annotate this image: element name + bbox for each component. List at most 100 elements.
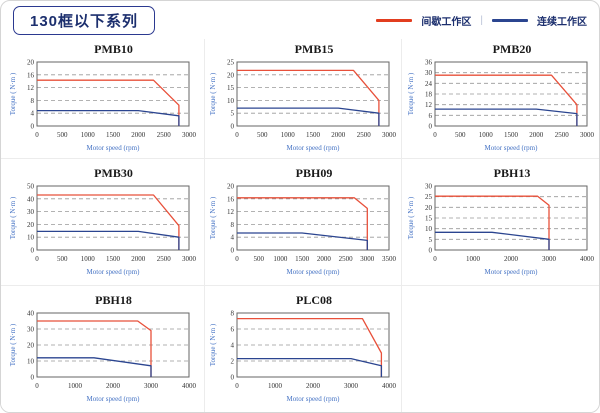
y-tick-label: 8 <box>231 310 235 318</box>
y-tick-label: 25 <box>425 193 433 201</box>
y-tick-label: 0 <box>231 246 235 254</box>
x-tick-label: 1000 <box>479 131 494 139</box>
y-tick-label: 30 <box>425 69 433 77</box>
x-axis-label: Motor speed (rpm) <box>287 268 341 276</box>
empty-cell <box>401 285 599 412</box>
chart-title: PMB15 <box>294 42 334 56</box>
series-continuous-line <box>435 108 578 126</box>
x-tick-label: 4000 <box>580 255 595 263</box>
header: 130框以下系列 间歇工作区 | 连续工作区 <box>1 1 599 39</box>
x-tick-label: 0 <box>433 131 437 139</box>
y-tick-label: 8 <box>30 97 34 105</box>
y-tick-label: 20 <box>27 342 35 350</box>
chart-title: PBH09 <box>295 165 333 180</box>
x-tick-label: 1000 <box>268 382 283 390</box>
chart-pbh09: PBH09 0 4 8 12 16 20 0 500 1000 1500 2000 2500 3000 35… <box>207 165 399 278</box>
x-tick-label: 0 <box>35 255 39 263</box>
y-tick-label: 16 <box>227 195 235 203</box>
chart-pmb15: PMB15 0 5 10 15 20 25 0 500 1000 1500 2000 2500 3000 M… <box>207 43 399 154</box>
plot-border <box>236 312 390 378</box>
y-tick-label: 8 <box>231 220 235 228</box>
x-tick-label: 2000 <box>306 382 321 390</box>
series-continuous-line <box>36 230 180 250</box>
x-tick-label: 1000 <box>273 255 288 263</box>
x-tick-label: 0 <box>35 382 39 390</box>
y-tick-label: 20 <box>227 182 235 190</box>
x-tick-label: 0 <box>433 255 437 263</box>
series-intermittent-line <box>435 195 550 250</box>
y-tick-label: 2 <box>231 358 235 366</box>
y-tick-label: 12 <box>425 101 433 109</box>
x-tick-label: 3000 <box>542 255 557 263</box>
y-axis-label: Torque ( N·m ) <box>209 323 217 366</box>
chart-title: PMB10 <box>94 42 133 56</box>
x-tick-label: 1000 <box>281 131 296 139</box>
y-tick-label: 4 <box>231 233 235 241</box>
legend-label-continuous: 连续工作区 <box>537 16 587 28</box>
x-tick-label: 3000 <box>360 255 375 263</box>
y-tick-label: 12 <box>27 84 35 92</box>
y-tick-label: 0 <box>30 123 34 131</box>
y-tick-label: 15 <box>425 214 433 222</box>
x-axis-label: Motor speed (rpm) <box>485 268 539 276</box>
x-axis-label: Motor speed (rpm) <box>287 395 341 403</box>
y-axis-label: Torque ( N·m ) <box>407 196 415 239</box>
chart-pmb20: PMB20 0 6 12 18 24 30 36 0 500 1000 1500 2000 2500 300… <box>405 43 597 154</box>
x-tick-label: 3000 <box>580 131 595 139</box>
legend: 间歇工作区 | 连续工作区 <box>376 13 587 28</box>
continuous-line-swatch <box>492 18 528 22</box>
y-axis-label: Torque ( N·m ) <box>407 72 415 115</box>
y-tick-label: 6 <box>231 326 235 334</box>
plot-border <box>236 185 390 250</box>
x-tick-label: 3000 <box>144 382 159 390</box>
series-intermittent-line <box>237 69 380 126</box>
x-tick-label: 500 <box>57 131 68 139</box>
series-continuous-line <box>36 109 180 126</box>
cell-pbh09: PBH09 0 4 8 12 16 20 0 500 1000 1500 2000 2500 3000 35… <box>204 158 401 285</box>
x-tick-label: 2000 <box>504 255 519 263</box>
x-tick-label: 4000 <box>182 382 197 390</box>
y-tick-label: 20 <box>27 220 35 228</box>
chart-canvas-PLC08: 0 2 4 6 8 0 1000 2000 3000 4000 Motor speed (rpm) T… <box>209 310 397 404</box>
series-intermittent-line <box>36 79 180 126</box>
series-continuous-line <box>36 357 152 377</box>
y-tick-label: 30 <box>27 208 35 216</box>
x-tick-label: 2000 <box>331 131 346 139</box>
y-tick-label: 15 <box>227 84 235 92</box>
x-tick-label: 1500 <box>106 255 121 263</box>
plot-border <box>434 185 588 250</box>
y-tick-label: 25 <box>227 59 235 67</box>
y-tick-label: 10 <box>425 225 433 233</box>
chart-canvas-PMB10: 0 4 8 12 16 20 0 500 1000 1500 2000 2500 3000 Motor s… <box>9 59 197 153</box>
x-tick-label: 500 <box>57 255 68 263</box>
series-title-badge: 130框以下系列 <box>13 5 156 35</box>
y-tick-label: 40 <box>27 195 35 203</box>
x-tick-label: 3000 <box>182 131 197 139</box>
plot-border <box>36 61 189 127</box>
x-tick-label: 2000 <box>131 255 146 263</box>
plot-border <box>236 61 390 127</box>
cell-pmb15: PMB15 0 5 10 15 20 25 0 500 1000 1500 2000 2500 3000 M… <box>204 39 401 158</box>
x-tick-label: 2000 <box>106 382 121 390</box>
chart-canvas-PMB15: 0 5 10 15 20 25 0 500 1000 1500 2000 2500 3000 Motor … <box>209 59 397 153</box>
chart-grid: PMB10 0 4 8 12 16 20 0 500 1000 1500 2000 2500 3000 Mo… <box>1 39 599 412</box>
y-tick-label: 12 <box>227 208 235 216</box>
x-tick-label: 1500 <box>295 255 310 263</box>
y-axis-label: Torque ( N·m ) <box>9 72 17 115</box>
y-tick-label: 0 <box>429 246 433 254</box>
y-tick-label: 6 <box>429 112 433 120</box>
x-axis-label: Motor speed (rpm) <box>485 144 539 152</box>
x-tick-label: 0 <box>235 382 239 390</box>
y-axis-label: Torque ( N·m ) <box>9 196 17 239</box>
plot-border <box>434 61 588 127</box>
series-continuous-line <box>237 357 383 377</box>
chart-canvas-PBH13: 0 5 10 15 20 25 30 0 1000 2000 3000 4000 Motor speed… <box>407 182 595 276</box>
y-tick-label: 0 <box>30 374 34 382</box>
y-tick-label: 0 <box>231 123 235 131</box>
chart-canvas-PMB20: 0 6 12 18 24 30 36 0 500 1000 1500 2000 2500 3000 Moto… <box>407 59 595 153</box>
cell-pmb20: PMB20 0 6 12 18 24 30 36 0 500 1000 1500 2000 2500 300… <box>401 39 599 158</box>
series-intermittent-line <box>36 320 152 377</box>
x-tick-label: 2000 <box>317 255 332 263</box>
y-tick-label: 20 <box>227 71 235 79</box>
